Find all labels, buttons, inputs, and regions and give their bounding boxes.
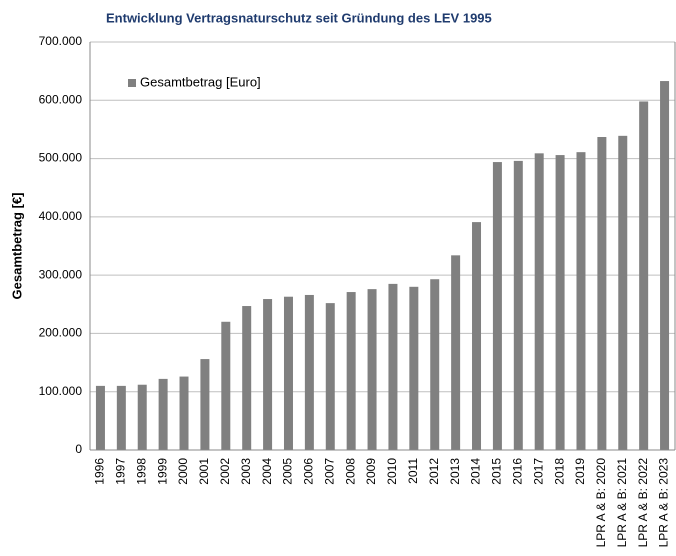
x-tick-label: 2012 — [427, 458, 441, 485]
bar — [430, 279, 440, 450]
bar — [639, 101, 649, 451]
bar — [576, 152, 586, 450]
bar — [492, 162, 502, 450]
bar — [555, 155, 565, 450]
bar — [200, 359, 210, 450]
bar — [179, 376, 189, 450]
bar — [660, 81, 670, 451]
y-tick-label: 0 — [75, 442, 82, 456]
x-tick-label: 1997 — [114, 458, 128, 485]
bar — [325, 303, 335, 450]
bar — [534, 153, 544, 450]
y-tick-label: 200.000 — [39, 326, 83, 340]
bar — [388, 283, 398, 450]
y-tick-label: 100.000 — [39, 384, 83, 398]
x-tick-label: 2000 — [176, 458, 190, 485]
y-tick-label: 700.000 — [39, 34, 83, 48]
bar — [346, 292, 356, 450]
x-tick-label: LPR A & B: 2022 — [636, 458, 650, 548]
x-tick-label: 2005 — [281, 458, 295, 485]
x-tick-label: LPR A & B: 2021 — [615, 458, 629, 548]
bar — [513, 160, 523, 450]
x-tick-label: 2002 — [218, 458, 232, 485]
bar — [263, 299, 273, 450]
x-tick-label: 2013 — [448, 458, 462, 485]
x-tick-label: 2009 — [364, 458, 378, 485]
x-tick-label: 2003 — [239, 458, 253, 485]
bar — [283, 296, 293, 450]
x-tick-label: 1998 — [134, 458, 148, 485]
x-tick-label: 2015 — [490, 458, 504, 485]
bar — [137, 384, 147, 450]
x-tick-label: LPR A & B: 2020 — [594, 458, 608, 548]
bar — [472, 222, 482, 450]
legend-label: Gesamtbetrag [Euro] — [140, 74, 261, 89]
legend-swatch — [128, 79, 136, 87]
x-tick-label: 2011 — [406, 458, 420, 484]
bar — [409, 286, 419, 450]
bar — [95, 385, 105, 450]
bar — [451, 255, 461, 450]
bar — [367, 289, 377, 450]
chart-title: Entwicklung Vertragsnaturschutz seit Grü… — [106, 10, 492, 25]
y-tick-label: 300.000 — [39, 267, 83, 281]
y-tick-label: 400.000 — [39, 209, 83, 223]
x-tick-label: 2008 — [343, 458, 357, 485]
y-tick-label: 500.000 — [39, 151, 83, 165]
x-tick-label: 2014 — [469, 458, 483, 485]
x-tick-label: 1999 — [155, 458, 169, 485]
x-tick-label: 2001 — [197, 458, 211, 485]
x-tick-label: 2004 — [260, 458, 274, 485]
bar — [158, 378, 168, 450]
bar — [242, 306, 252, 450]
x-tick-label: 2018 — [552, 458, 566, 485]
x-tick-label: LPR A & B: 2023 — [657, 458, 671, 548]
bar — [618, 135, 628, 450]
y-tick-label: 600.000 — [39, 92, 83, 106]
x-tick-label: 2017 — [531, 458, 545, 485]
x-tick-label: 2006 — [302, 458, 316, 485]
x-tick-label: 1996 — [93, 458, 107, 485]
y-axis-label: Gesamtbetrag [€] — [9, 193, 24, 300]
x-tick-label: 2010 — [385, 458, 399, 485]
bar — [304, 294, 314, 450]
bar — [221, 321, 231, 450]
bar — [116, 385, 126, 450]
bar — [597, 137, 607, 450]
x-tick-label: 2019 — [573, 458, 587, 485]
x-tick-label: 2007 — [322, 458, 336, 485]
x-tick-label: 2016 — [510, 458, 524, 485]
